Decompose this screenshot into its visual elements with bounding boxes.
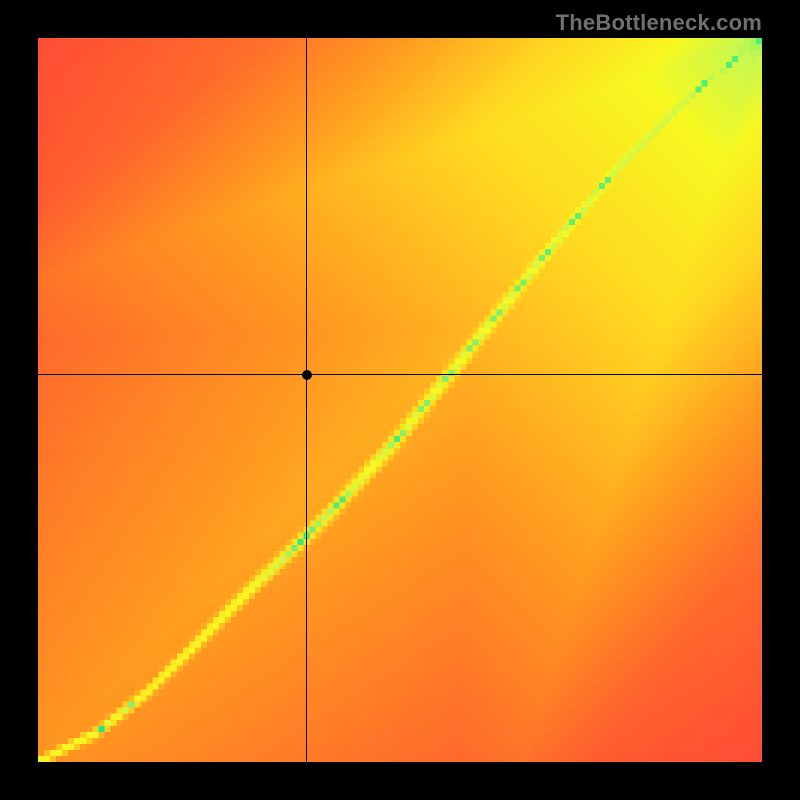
crosshair-marker xyxy=(302,370,312,380)
crosshair-vertical xyxy=(306,38,307,762)
heatmap-canvas xyxy=(38,38,762,762)
crosshair-horizontal xyxy=(38,374,762,375)
heatmap-plot xyxy=(38,38,762,762)
watermark-text: TheBottleneck.com xyxy=(556,10,762,36)
page-background: TheBottleneck.com xyxy=(0,0,800,800)
